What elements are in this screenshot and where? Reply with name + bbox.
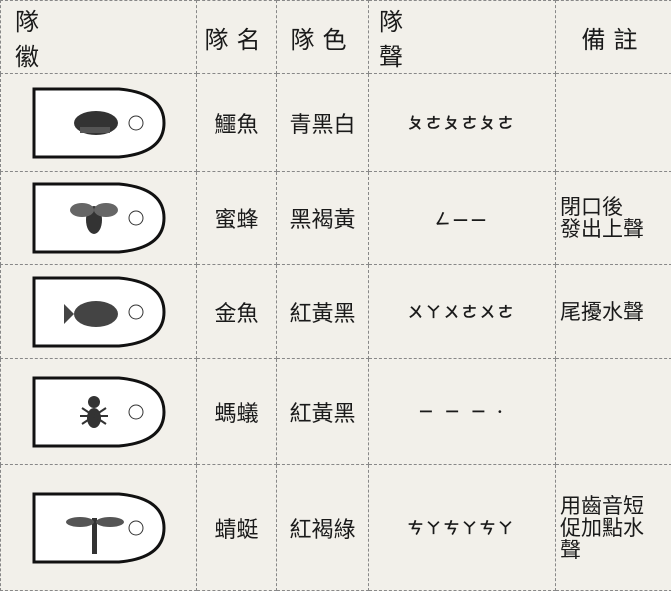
sound-cell: ㄨㄚㄨㄜㄨㄜ <box>369 265 556 359</box>
header-cell: 隊色 <box>277 1 369 74</box>
color-cell: 紅黃黑 <box>277 265 369 359</box>
header-row: 隊徽 隊名 隊色 隊聲 備註 <box>1 1 671 74</box>
header-cell: 隊聲 <box>369 1 556 74</box>
name-cell: 蜜蜂 <box>197 172 277 265</box>
name-cell: 鱷魚 <box>197 74 277 172</box>
note-cell <box>556 359 671 465</box>
badge-cell <box>1 265 197 359</box>
table-row: 金魚紅黃黑ㄨㄚㄨㄜㄨㄜ尾擾水聲 <box>1 265 671 359</box>
note-line: 尾擾水聲 <box>560 301 671 323</box>
note-line: 閉口後 <box>560 196 671 218</box>
badge-cell <box>1 359 197 465</box>
sound-cell: ㄧ ㄧ ㄧ · <box>369 359 556 465</box>
header-cell: 隊徽 <box>1 1 197 74</box>
color-cell: 青黑白 <box>277 74 369 172</box>
badge <box>24 488 174 568</box>
badge <box>24 178 174 258</box>
header-cell: 備註 <box>556 1 671 74</box>
badge <box>24 372 174 452</box>
name-cell: 蜻蜓 <box>197 465 277 591</box>
color-cell: 紅褐綠 <box>277 465 369 591</box>
name-cell: 金魚 <box>197 265 277 359</box>
sound-cell: ㄥ—— <box>369 172 556 265</box>
table-row: 螞蟻紅黃黑ㄧ ㄧ ㄧ · <box>1 359 671 465</box>
note-line: 促加點水 <box>560 517 671 539</box>
note-cell: 用齒音短促加點水聲 <box>556 465 671 591</box>
note-cell: 尾擾水聲 <box>556 265 671 359</box>
name-cell: 螞蟻 <box>197 359 277 465</box>
note-cell <box>556 74 671 172</box>
note-line: 用齒音短 <box>560 495 671 517</box>
table-row: 蜜蜂黑褐黃ㄥ——閉口後發出上聲 <box>1 172 671 265</box>
color-cell: 紅黃黑 <box>277 359 369 465</box>
note-line: 發出上聲 <box>560 218 671 240</box>
note-cell: 閉口後發出上聲 <box>556 172 671 265</box>
badge-cell <box>1 465 197 591</box>
badge-cell <box>1 172 197 265</box>
badge <box>24 83 174 163</box>
note-line: 聲 <box>560 539 671 561</box>
badge <box>24 272 174 352</box>
badge-cell <box>1 74 197 172</box>
header-cell: 隊名 <box>197 1 277 74</box>
color-cell: 黑褐黃 <box>277 172 369 265</box>
sound-cell: ㄆㄜㄆㄜㄆㄜ <box>369 74 556 172</box>
table-row: 蜻蜓紅褐綠ㄘㄚㄘㄚㄘㄚ用齒音短促加點水聲 <box>1 465 671 591</box>
table-row: 鱷魚青黑白ㄆㄜㄆㄜㄆㄜ <box>1 74 671 172</box>
sound-cell: ㄘㄚㄘㄚㄘㄚ <box>369 465 556 591</box>
table-body: 鱷魚青黑白ㄆㄜㄆㄜㄆㄜ蜜蜂黑褐黃ㄥ——閉口後發出上聲金魚紅黃黑ㄨㄚㄨㄜㄨㄜ尾擾水… <box>1 74 671 591</box>
